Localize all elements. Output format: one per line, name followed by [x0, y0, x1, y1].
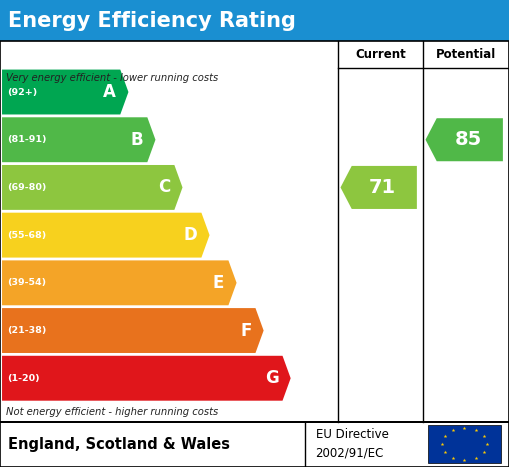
Text: G: G	[265, 369, 278, 387]
Text: Current: Current	[355, 48, 406, 61]
Polygon shape	[2, 165, 183, 210]
Text: 2002/91/EC: 2002/91/EC	[316, 446, 384, 459]
Text: Energy Efficiency Rating: Energy Efficiency Rating	[8, 11, 296, 30]
Text: Potential: Potential	[436, 48, 496, 61]
Text: Very energy efficient - lower running costs: Very energy efficient - lower running co…	[6, 73, 218, 83]
Text: (55-68): (55-68)	[7, 231, 46, 240]
Text: (21-38): (21-38)	[7, 326, 46, 335]
Text: (39-54): (39-54)	[7, 278, 46, 287]
Text: (81-91): (81-91)	[7, 135, 47, 144]
Polygon shape	[2, 212, 210, 258]
Bar	[0, 422, 509, 467]
Text: (1-20): (1-20)	[7, 374, 40, 383]
Text: (69-80): (69-80)	[7, 183, 46, 192]
Text: England, Scotland & Wales: England, Scotland & Wales	[8, 437, 230, 452]
Text: F: F	[240, 322, 251, 340]
Text: A: A	[103, 83, 116, 101]
Text: 85: 85	[455, 130, 482, 149]
Polygon shape	[341, 166, 417, 209]
Polygon shape	[2, 356, 291, 401]
Text: Not energy efficient - higher running costs: Not energy efficient - higher running co…	[6, 407, 218, 417]
Polygon shape	[426, 118, 503, 161]
Bar	[0, 0, 509, 41]
Text: E: E	[213, 274, 224, 292]
Text: (92+): (92+)	[7, 87, 37, 97]
Polygon shape	[2, 117, 155, 162]
Text: EU Directive: EU Directive	[316, 428, 388, 440]
Bar	[0, 422, 509, 467]
Bar	[428, 425, 501, 463]
Polygon shape	[2, 70, 128, 114]
Polygon shape	[2, 308, 264, 353]
Bar	[0, 41, 509, 422]
Text: 71: 71	[369, 178, 397, 197]
Text: D: D	[184, 226, 197, 244]
Text: B: B	[131, 131, 143, 149]
Text: C: C	[158, 178, 171, 197]
Polygon shape	[2, 261, 237, 305]
